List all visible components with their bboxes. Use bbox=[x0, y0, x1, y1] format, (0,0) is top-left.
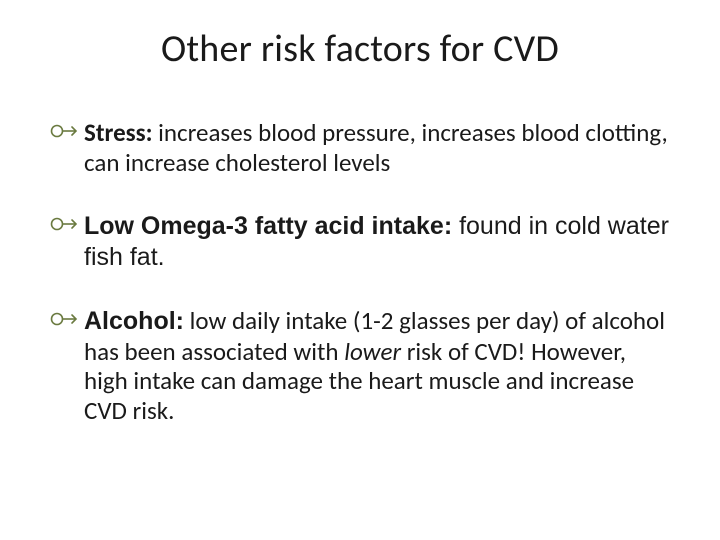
bullet-label: Low Omega-3 fatty acid intake: bbox=[84, 212, 452, 240]
bullet-list: Stress: increases blood pressure, increa… bbox=[40, 118, 680, 425]
slide: Other risk factors for CVD Stress: incre… bbox=[0, 0, 720, 540]
slide-title: Other risk factors for CVD bbox=[40, 26, 680, 72]
bullet-marker-icon bbox=[50, 308, 80, 335]
bullet-marker-icon bbox=[50, 120, 80, 147]
bullet-text-italic: lower bbox=[344, 336, 401, 367]
bullet-item: Low Omega-3 fatty acid intake: found in … bbox=[50, 211, 670, 272]
bullet-label: Alcohol: bbox=[84, 307, 184, 335]
bullet-item: Alcohol: low daily intake (1-2 glasses p… bbox=[50, 306, 670, 425]
bullet-marker-icon bbox=[50, 213, 80, 240]
bullet-text: increases blood pressure, increases bloo… bbox=[84, 117, 668, 178]
bullet-label: Stress: bbox=[84, 117, 153, 148]
bullet-item: Stress: increases blood pressure, increa… bbox=[50, 118, 670, 177]
